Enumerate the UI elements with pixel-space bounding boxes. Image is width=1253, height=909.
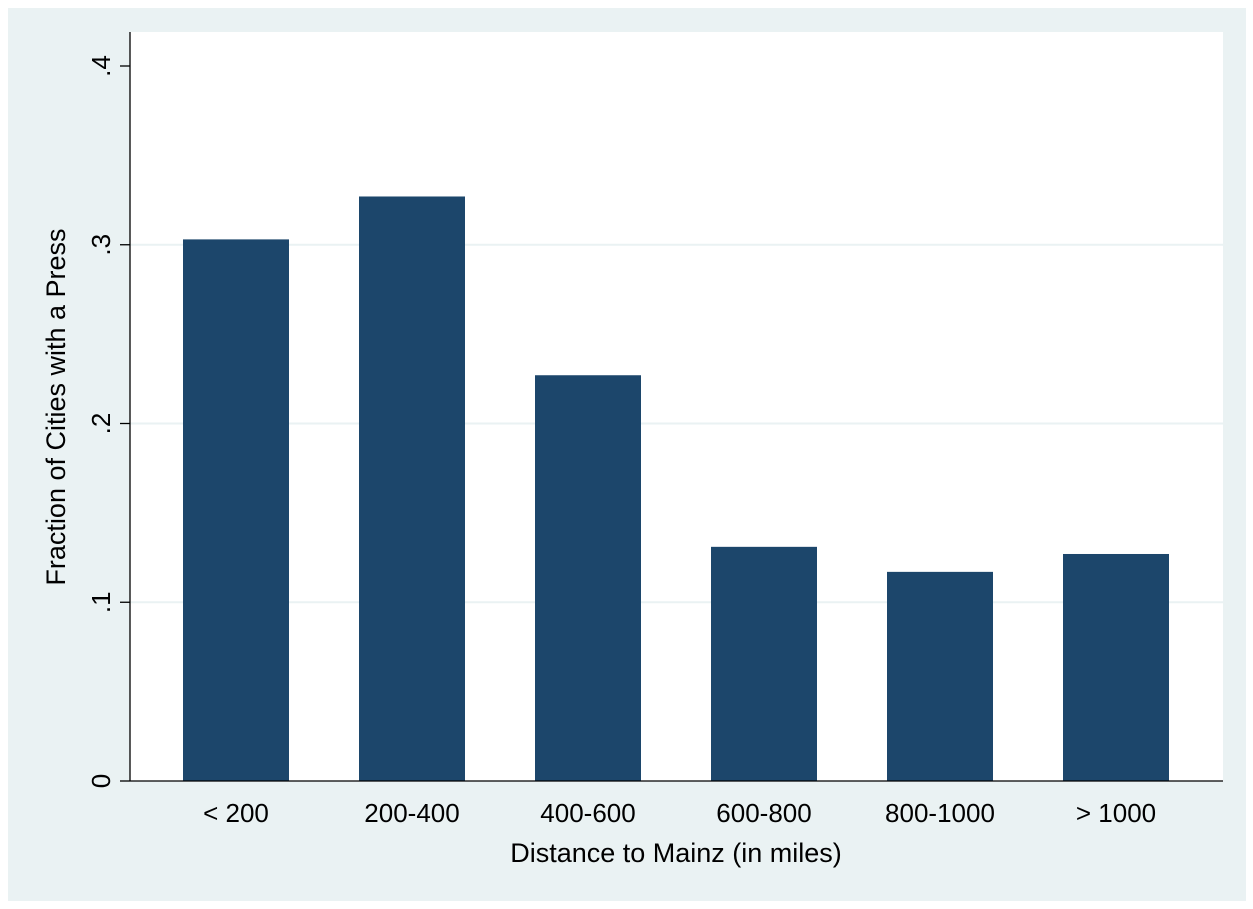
bars (183, 196, 1169, 782)
bar (535, 375, 641, 781)
x-tick-label: < 200 (203, 798, 269, 828)
y-tick-label: .2 (86, 413, 116, 435)
bar (711, 546, 817, 781)
x-axis-title: Distance to Mainz (in miles) (510, 838, 842, 868)
x-tick-label: 400-600 (540, 798, 635, 828)
x-tick-label: > 1000 (1076, 798, 1156, 828)
x-tick-label: 600-800 (716, 798, 811, 828)
y-tick-label: .3 (86, 234, 116, 256)
y-ticks: 0 .1 .2 .3 .4 (86, 55, 130, 788)
y-axis-title: Fraction of Cities with a Press (41, 228, 71, 585)
x-tick-label: 200-400 (364, 798, 459, 828)
y-tick-label: .1 (86, 591, 116, 613)
y-tick-label: .4 (86, 55, 116, 77)
bar (1063, 553, 1169, 781)
gridlines (130, 243, 1223, 604)
bar (183, 239, 289, 781)
y-tick-label: 0 (86, 774, 116, 788)
x-tick-labels: < 200 200-400 400-600 600-800 800-1000 > 1000 (203, 798, 1156, 828)
plot-area (130, 32, 1223, 781)
x-tick-label: 800-1000 (885, 798, 995, 828)
bar (887, 571, 993, 781)
bar (359, 196, 465, 782)
